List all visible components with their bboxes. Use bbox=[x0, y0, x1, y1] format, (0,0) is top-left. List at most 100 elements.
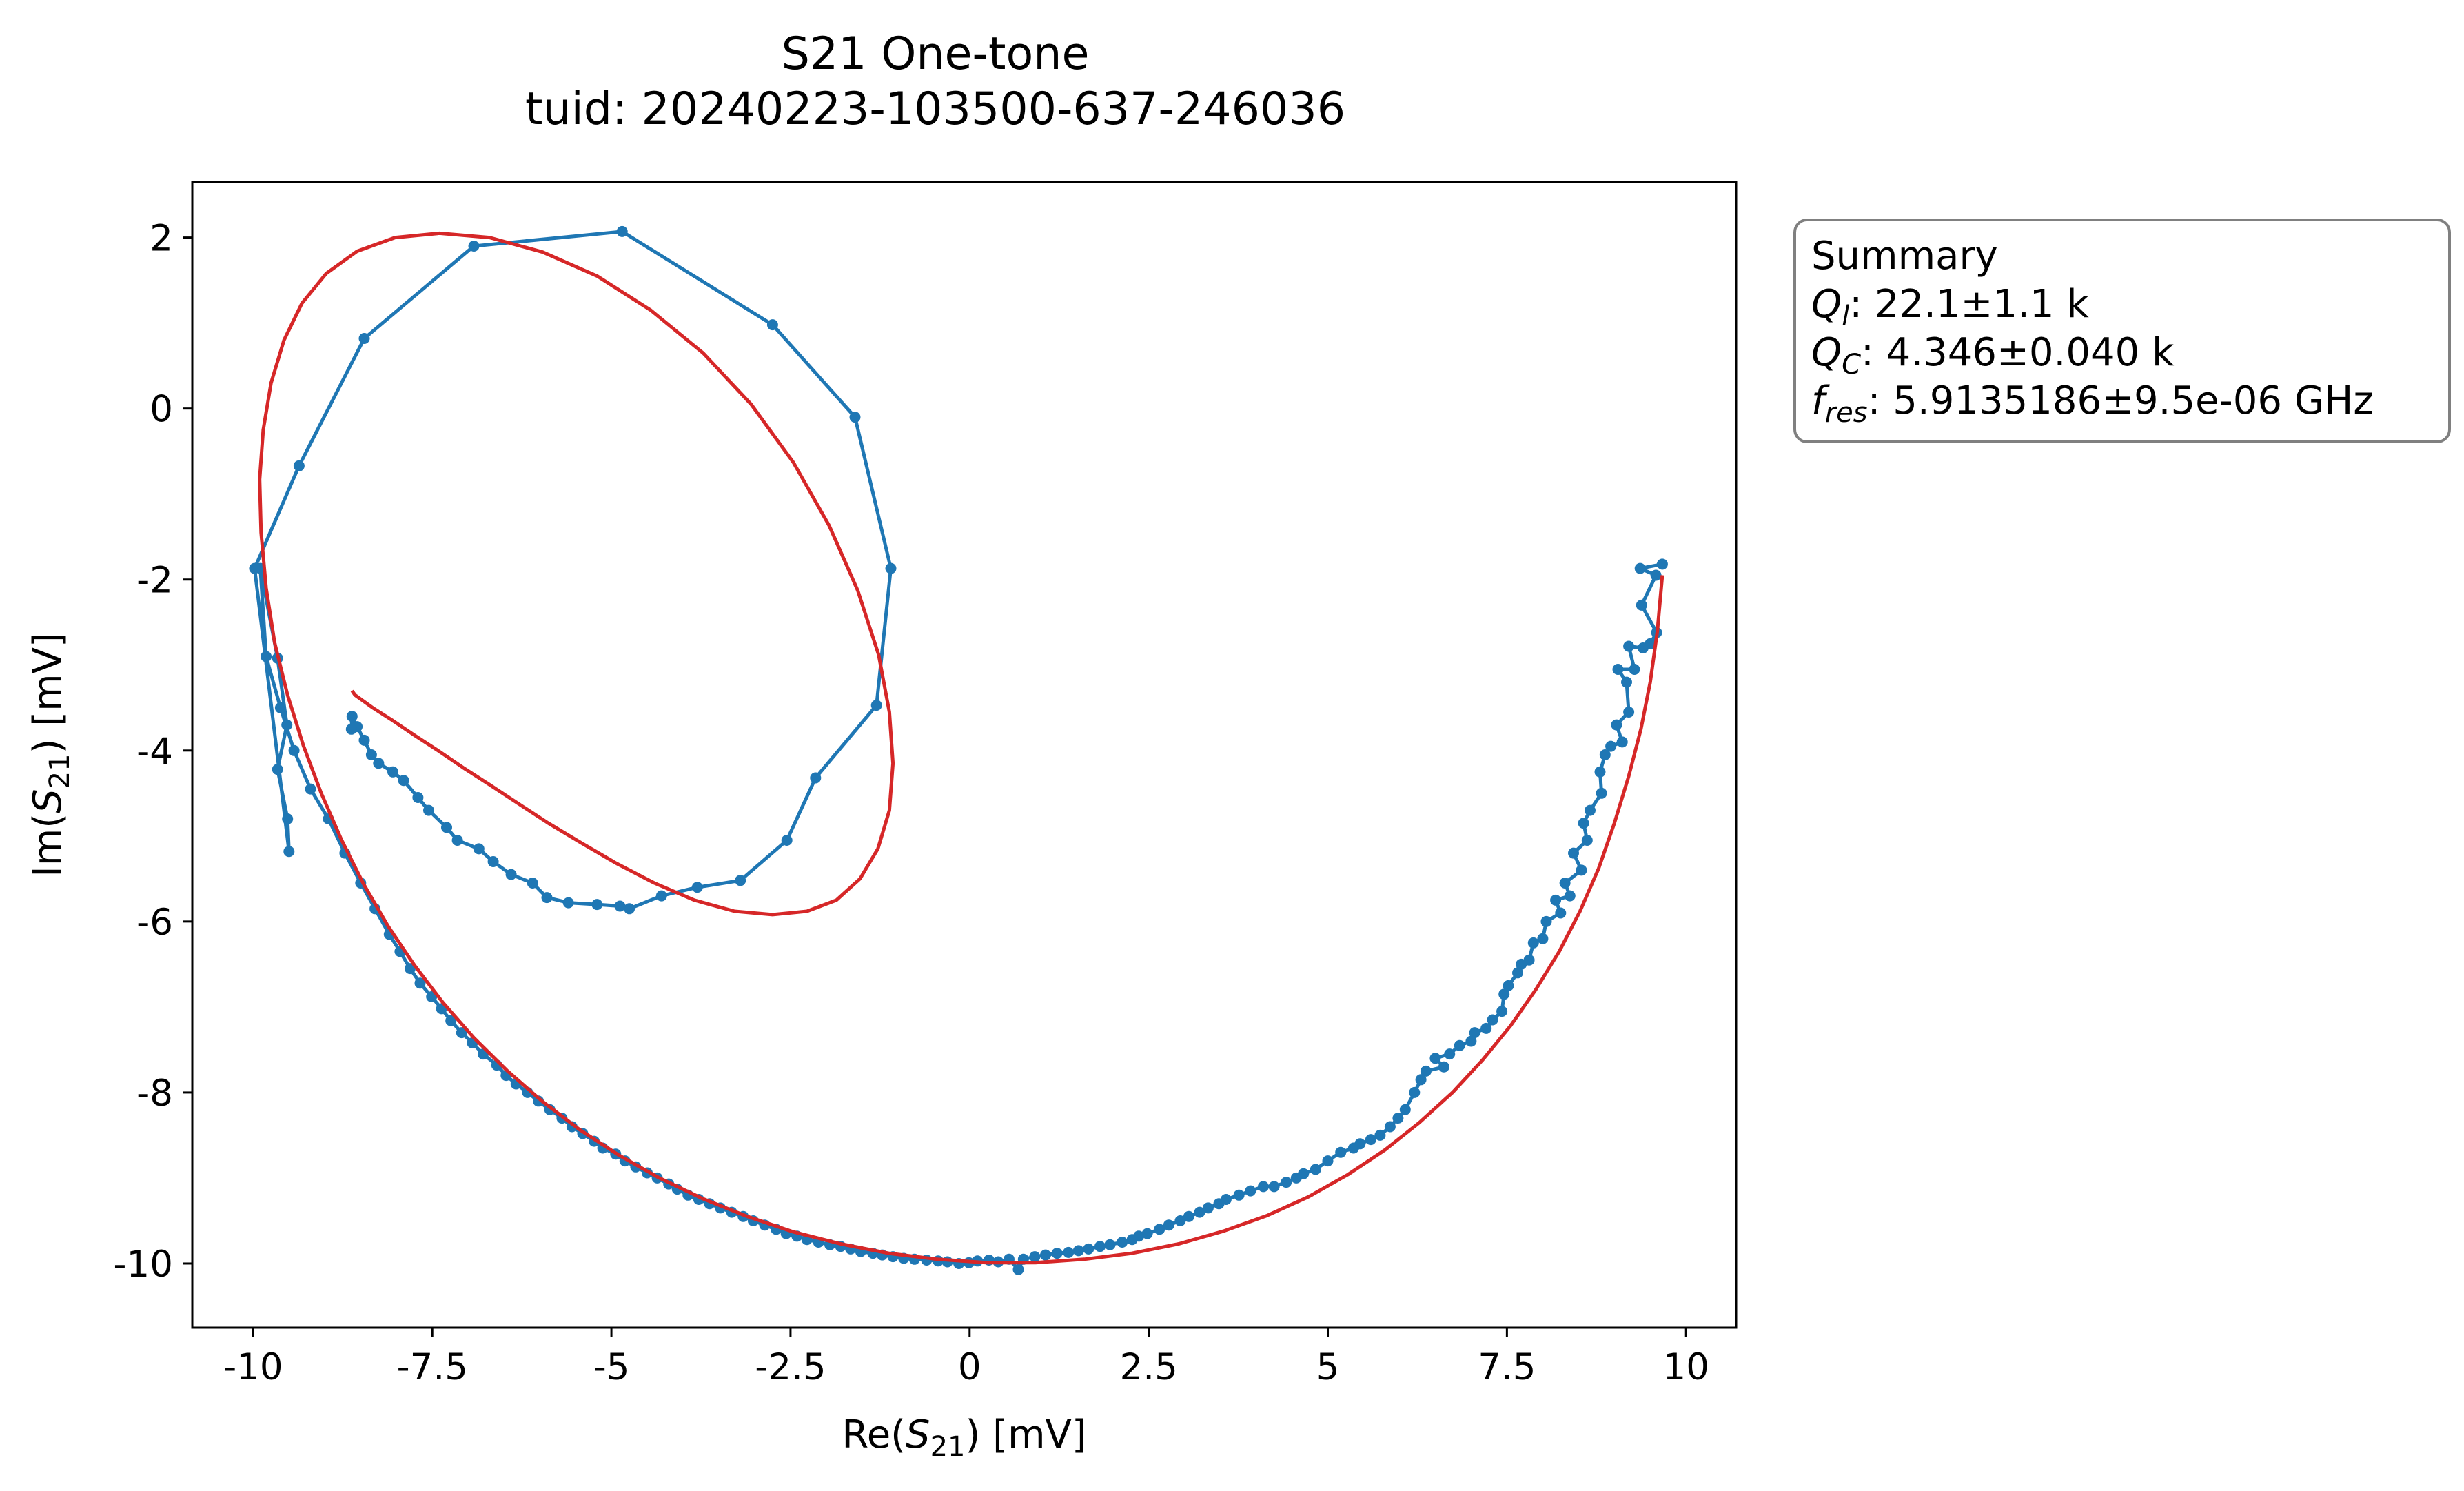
x-tick-label: -2.5 bbox=[755, 1346, 826, 1388]
data-point bbox=[1202, 1202, 1214, 1214]
data-point bbox=[541, 892, 553, 904]
y-axis-ticks: 2 0 -2 -4 -6 -8 -10 bbox=[113, 218, 192, 1286]
y-tick-label: -10 bbox=[113, 1244, 173, 1286]
data-point bbox=[1527, 937, 1539, 949]
data-point bbox=[365, 749, 377, 760]
data-point bbox=[487, 856, 499, 867]
data-point bbox=[1496, 1006, 1508, 1017]
data-point bbox=[1623, 707, 1635, 718]
x-tick-label: 2.5 bbox=[1120, 1346, 1178, 1388]
data-point bbox=[272, 764, 283, 775]
data-point bbox=[1498, 988, 1510, 1000]
y-tick-label: -4 bbox=[136, 731, 173, 773]
data-point bbox=[614, 900, 626, 912]
data-point bbox=[274, 702, 286, 713]
data-point bbox=[1117, 1237, 1128, 1248]
data-point bbox=[281, 719, 293, 731]
data-point bbox=[1605, 740, 1617, 752]
chart-title: S21 One-tone bbox=[782, 28, 1090, 80]
data-point bbox=[1245, 1185, 1256, 1197]
data-point bbox=[1104, 1239, 1116, 1250]
data-point bbox=[810, 772, 822, 784]
data-point bbox=[1594, 766, 1606, 778]
x-tick-label: -5 bbox=[593, 1346, 630, 1388]
data-point bbox=[1420, 1065, 1432, 1077]
data-point bbox=[1540, 915, 1552, 927]
x-label-symbol: S bbox=[906, 1412, 930, 1457]
data-point bbox=[412, 792, 424, 803]
data-point bbox=[1392, 1113, 1404, 1124]
x-tick-label: 5 bbox=[1316, 1346, 1340, 1388]
data-point bbox=[249, 562, 261, 574]
data-point bbox=[1233, 1189, 1245, 1201]
data-point bbox=[373, 758, 385, 769]
data-point bbox=[1063, 1246, 1075, 1258]
x-label-suffix: ) [mV] bbox=[965, 1412, 1086, 1457]
data-point bbox=[1174, 1215, 1186, 1226]
data-point bbox=[616, 225, 628, 237]
data-point bbox=[1154, 1224, 1165, 1235]
ql-subscript: l bbox=[1842, 301, 1849, 332]
data-point bbox=[261, 651, 272, 662]
y-label-prefix: Im( bbox=[26, 813, 70, 878]
fres-value: : 5.9135186±9.5e-06 GHz bbox=[1868, 378, 2374, 423]
data-point bbox=[414, 977, 426, 989]
data-point bbox=[345, 723, 357, 735]
data-point bbox=[1438, 1061, 1449, 1073]
data-point bbox=[305, 783, 316, 795]
data-point bbox=[1487, 1014, 1498, 1026]
y-tick-label: 2 bbox=[150, 218, 173, 260]
data-point bbox=[624, 903, 635, 915]
data-point bbox=[1611, 719, 1622, 731]
y-label-symbol: S bbox=[26, 789, 70, 813]
data-point bbox=[282, 813, 294, 824]
data-point bbox=[346, 711, 358, 722]
data-point bbox=[358, 734, 370, 746]
y-axis-label: Im(S21) [mV] bbox=[26, 632, 76, 878]
data-point bbox=[1576, 864, 1587, 876]
x-tick-label: 7.5 bbox=[1478, 1346, 1536, 1388]
data-point bbox=[1040, 1249, 1051, 1261]
data-point bbox=[1384, 1121, 1396, 1133]
summary-line-fres: fres: 5.9135186±9.5e-06 GHz bbox=[1811, 378, 2374, 429]
data-point bbox=[781, 835, 793, 846]
data-point bbox=[1268, 1181, 1280, 1193]
data-point bbox=[288, 744, 300, 756]
data-point bbox=[451, 835, 463, 846]
data-point bbox=[1581, 835, 1593, 846]
fit-curve-line bbox=[258, 231, 1664, 1265]
data-point bbox=[1409, 1086, 1421, 1098]
data-point bbox=[505, 869, 517, 880]
data-point bbox=[1634, 562, 1646, 574]
y-label-subscript: 21 bbox=[44, 753, 76, 789]
data-point bbox=[766, 319, 778, 331]
data-point bbox=[1281, 1177, 1292, 1188]
summary-line-ql: Ql: 22.1±1.1 k bbox=[1811, 282, 2089, 332]
ql-value: : 22.1±1.1 k bbox=[1849, 282, 2089, 327]
data-point bbox=[1656, 558, 1668, 570]
data-point bbox=[1415, 1074, 1427, 1086]
data-point bbox=[1429, 1053, 1441, 1064]
ql-symbol: Q bbox=[1811, 282, 1842, 327]
data-point bbox=[870, 700, 882, 711]
data-point bbox=[1637, 642, 1649, 653]
data-point bbox=[1163, 1219, 1174, 1231]
data-point bbox=[1399, 1104, 1411, 1115]
x-tick-label: 10 bbox=[1663, 1346, 1709, 1388]
data-point bbox=[1636, 599, 1647, 611]
data-point bbox=[1629, 664, 1640, 675]
y-tick-label: -2 bbox=[136, 560, 173, 602]
qc-value: : 4.346±0.040 k bbox=[1861, 330, 2175, 375]
data-point bbox=[441, 822, 452, 833]
data-point bbox=[1555, 907, 1567, 919]
data-point bbox=[1051, 1248, 1063, 1259]
data-point bbox=[1623, 640, 1635, 652]
x-tick-label: 0 bbox=[958, 1346, 981, 1388]
qc-symbol: Q bbox=[1811, 330, 1842, 375]
data-point bbox=[1650, 569, 1662, 581]
data-point bbox=[1469, 1027, 1480, 1039]
data-point bbox=[1258, 1181, 1269, 1193]
data-point bbox=[691, 882, 703, 893]
